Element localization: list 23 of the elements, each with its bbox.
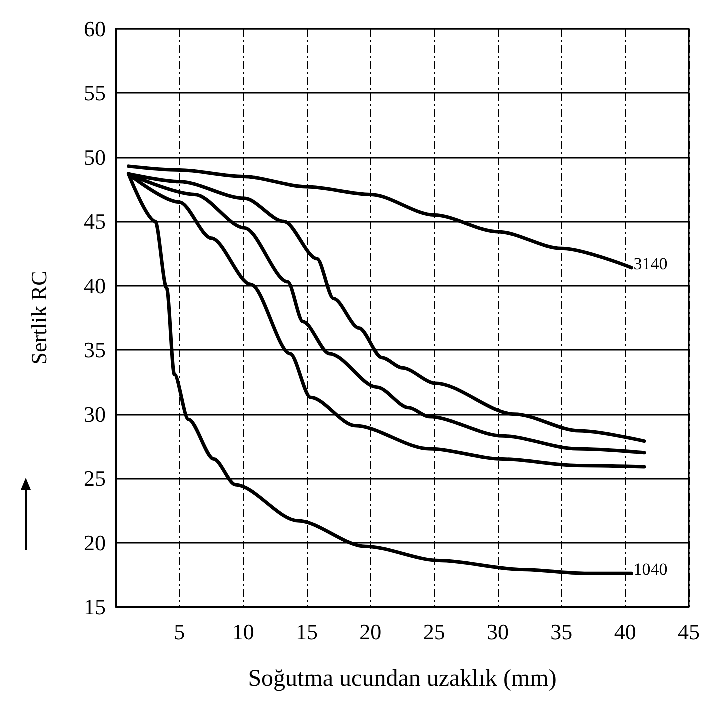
y-tick-label: 20	[84, 530, 106, 556]
x-tick-label: 10	[232, 620, 254, 644]
y-tick-label: 55	[84, 80, 106, 106]
y-tick-label: 30	[84, 402, 106, 427]
x-tick-label: 35	[550, 620, 573, 644]
y-tick-label: 40	[84, 273, 106, 298]
x-tick-label: 5	[174, 620, 186, 644]
x-tick-label: 25	[423, 620, 446, 644]
x-tick-label: 40	[614, 620, 636, 644]
y-tick-label: 15	[84, 594, 106, 620]
y-axis-title: Sertlik RC	[26, 271, 52, 365]
y-tick-label: 60	[84, 16, 106, 42]
x-tick-label: 15	[296, 620, 318, 644]
y-tick-label: 50	[84, 144, 106, 170]
x-axis-title: Soğutma ucundan uzaklık (mm)	[248, 666, 557, 692]
y-tick-label: 25	[84, 466, 106, 492]
x-tick-label: 45	[678, 620, 700, 644]
series-label: 3140	[634, 254, 668, 274]
y-tick-label: 45	[84, 209, 106, 234]
y-tick-label: 35	[84, 338, 106, 363]
series-label: 1040	[634, 560, 668, 580]
x-tick-label: 30	[487, 620, 509, 644]
x-tick-label: 20	[360, 620, 382, 644]
